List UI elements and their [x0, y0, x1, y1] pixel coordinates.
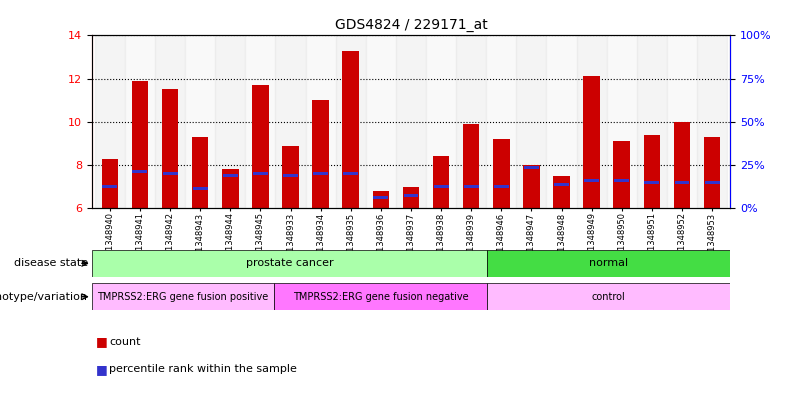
Bar — [92, 250, 487, 277]
Bar — [614, 178, 629, 182]
Bar — [645, 181, 659, 184]
Text: percentile rank within the sample: percentile rank within the sample — [109, 364, 297, 375]
Bar — [554, 183, 569, 186]
Bar — [132, 170, 148, 173]
Bar — [125, 35, 155, 208]
Bar — [547, 35, 577, 208]
Bar — [245, 35, 275, 208]
Bar — [185, 35, 215, 208]
Text: count: count — [109, 337, 140, 347]
Bar — [606, 35, 637, 208]
Bar — [306, 35, 336, 208]
Bar — [403, 187, 419, 208]
Bar — [487, 283, 730, 310]
Text: TMPRSS2:ERG gene fusion negative: TMPRSS2:ERG gene fusion negative — [293, 292, 468, 302]
Bar — [222, 169, 239, 208]
Bar — [486, 35, 516, 208]
Bar — [163, 172, 177, 175]
Text: TMPRSS2:ERG gene fusion positive: TMPRSS2:ERG gene fusion positive — [97, 292, 269, 302]
Bar — [193, 187, 207, 191]
Bar — [215, 35, 245, 208]
Bar — [577, 35, 606, 208]
Bar — [155, 35, 185, 208]
Bar — [336, 35, 365, 208]
Bar — [132, 81, 148, 208]
Bar — [253, 172, 268, 175]
Bar — [426, 35, 456, 208]
Bar — [283, 174, 298, 178]
Bar — [342, 50, 359, 208]
Bar — [704, 137, 721, 208]
Bar — [365, 35, 396, 208]
Bar — [275, 283, 487, 310]
Bar — [373, 191, 389, 208]
Bar — [493, 139, 510, 208]
Text: genotype/variation: genotype/variation — [0, 292, 88, 302]
Bar — [404, 194, 418, 197]
Bar — [101, 158, 118, 208]
Bar — [516, 35, 547, 208]
Text: ■: ■ — [96, 335, 108, 349]
Bar — [523, 165, 539, 208]
Bar — [192, 137, 208, 208]
Bar — [456, 35, 486, 208]
Bar — [644, 135, 660, 208]
Bar — [674, 181, 689, 184]
Bar — [92, 283, 275, 310]
Bar — [614, 141, 630, 208]
Bar — [102, 185, 117, 188]
Text: GDS4824 / 229171_at: GDS4824 / 229171_at — [334, 18, 488, 32]
Bar — [637, 35, 667, 208]
Text: ■: ■ — [96, 363, 108, 376]
Text: prostate cancer: prostate cancer — [246, 258, 334, 268]
Bar — [313, 172, 328, 175]
Bar — [524, 165, 539, 169]
Bar — [697, 35, 727, 208]
Bar — [396, 35, 426, 208]
Bar — [95, 35, 125, 208]
Bar — [312, 100, 329, 208]
Bar — [494, 185, 509, 188]
Bar — [282, 145, 298, 208]
Bar — [252, 85, 269, 208]
Bar — [275, 35, 306, 208]
Bar — [162, 90, 178, 208]
Bar — [553, 176, 570, 208]
Text: control: control — [591, 292, 626, 302]
Bar — [464, 185, 479, 188]
Bar — [667, 35, 697, 208]
Text: disease state: disease state — [14, 258, 88, 268]
Text: normal: normal — [589, 258, 628, 268]
Bar — [674, 122, 690, 208]
Bar — [373, 196, 389, 199]
Bar — [584, 178, 599, 182]
Bar — [463, 124, 480, 208]
Bar — [343, 172, 358, 175]
Bar — [583, 76, 600, 208]
Bar — [487, 250, 730, 277]
Bar — [433, 185, 448, 188]
Bar — [223, 174, 238, 178]
Bar — [433, 156, 449, 208]
Bar — [705, 181, 720, 184]
